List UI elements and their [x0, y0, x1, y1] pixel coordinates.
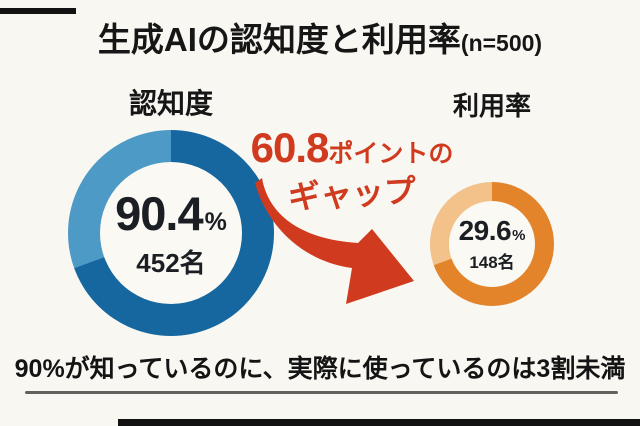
usage-donut-chart: 29.6 % 148名 [430, 182, 554, 306]
awareness-donut-center: 90.4 % 452名 [100, 162, 242, 304]
usage-count: 148名 [469, 253, 515, 272]
usage-percent-sign: % [512, 227, 526, 244]
gap-arrow-icon [255, 178, 414, 304]
usage-percentage: 29.6 % [459, 215, 526, 247]
gap-arrow-shape [255, 178, 414, 304]
top-left-crop-mark [0, 8, 76, 14]
awareness-label: 認知度 [128, 88, 213, 119]
divider-line [25, 391, 618, 394]
awareness-percentage: 90.4 % [115, 186, 227, 241]
awareness-value: 90.4 [115, 187, 203, 240]
gap-value: 60.8 [250, 124, 330, 171]
bottom-right-crop-mark [118, 419, 640, 426]
gap-line1: 60.8ポイントの [238, 124, 466, 172]
usage-value: 29.6 [458, 215, 512, 246]
sample-size: (n=500) [460, 30, 543, 56]
usage-label: 利用率 [452, 91, 531, 121]
footer-summary: 90%が知っているのに、実際に使っているのは3割未満 [14, 355, 626, 383]
page-title-text: 生成AIの認知度と利用率 [97, 21, 461, 58]
gap-annotation: 60.8ポイントの ギャップ [238, 124, 466, 215]
awareness-donut-chart: 90.4 % 452名 [68, 130, 274, 336]
usage-donut-center: 29.6 % 148名 [449, 201, 535, 287]
page-title: 生成AIの認知度と利用率(n=500) [0, 20, 640, 63]
awareness-count: 452名 [136, 248, 206, 278]
awareness-percent-sign: % [204, 208, 227, 236]
gap-suffix: ポイントの [328, 140, 454, 168]
